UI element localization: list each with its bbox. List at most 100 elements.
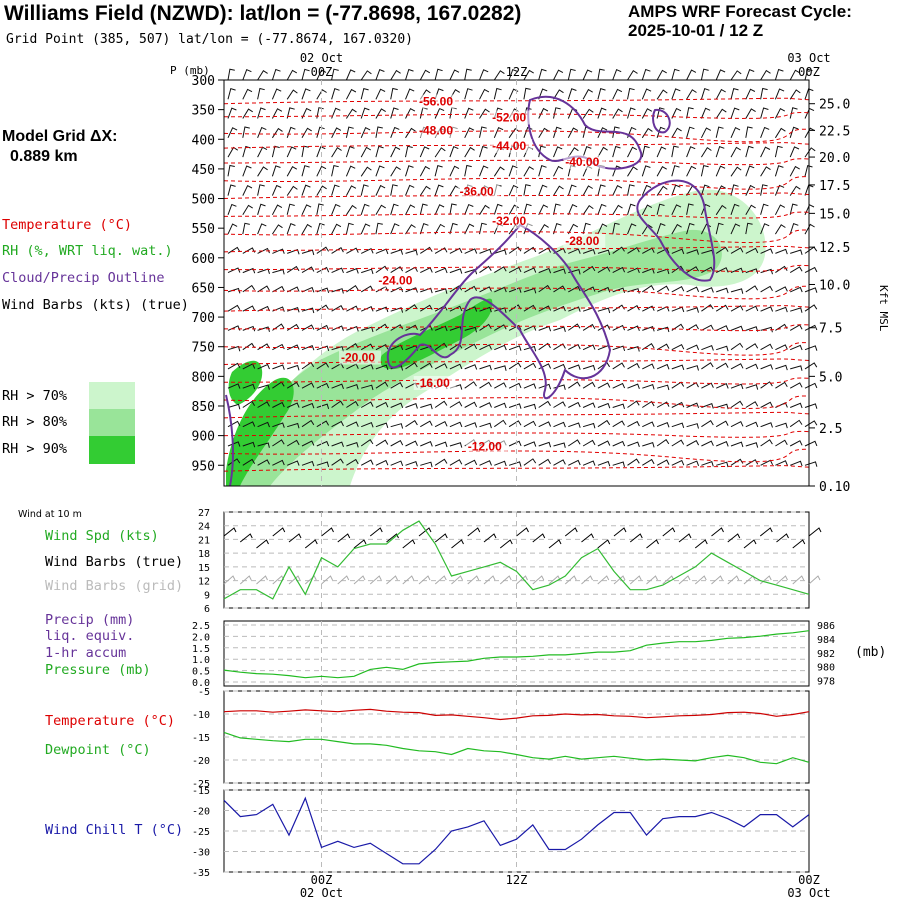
wind-barb (745, 126, 753, 138)
wind-barb (671, 127, 682, 139)
surface-barb (402, 539, 416, 549)
wind-barb (582, 323, 596, 331)
wind-barb (420, 246, 433, 254)
wind-barb (582, 381, 596, 389)
wind-barb (242, 185, 253, 196)
wind-barb (316, 403, 330, 410)
wind-barb (345, 126, 354, 138)
temperature-contour-label: -44.00 (492, 139, 526, 153)
wind-barb (701, 287, 714, 293)
wind-barb (700, 203, 711, 215)
wind-barb (553, 421, 566, 428)
wind-barb (227, 107, 237, 119)
wind-barb (700, 107, 711, 119)
wind-barb (789, 165, 800, 177)
wind-barb (804, 304, 818, 312)
surface-barb-grid (727, 575, 740, 585)
wind-barb (804, 324, 818, 331)
wind-barb (789, 286, 803, 293)
wind-barb (449, 268, 463, 274)
kft-tick-label: 25.0 (819, 98, 850, 113)
wind-barb (479, 364, 492, 371)
wind-barb (419, 165, 431, 177)
wind-barb (508, 127, 520, 139)
wind-barb (760, 381, 773, 389)
wind-barb (390, 166, 401, 177)
wind-barb (597, 146, 608, 158)
wind-barb (301, 286, 315, 293)
wind-barb (375, 126, 383, 138)
wind-barb (597, 127, 608, 139)
surface-barb (678, 533, 692, 543)
wind-barb (331, 305, 344, 312)
wind-barb (745, 442, 759, 448)
wind-barb (449, 203, 457, 215)
wind-barb (390, 344, 404, 351)
wind-barb (286, 203, 295, 215)
wind-barb (331, 88, 340, 100)
surface-barb-grid (402, 575, 415, 585)
wind-barb (671, 107, 682, 119)
surface-barb (499, 539, 513, 549)
wind-barb (715, 362, 729, 370)
wind-barb (553, 305, 566, 312)
wind-barb (479, 108, 490, 119)
wind-barb (360, 248, 374, 254)
wind-barb (390, 460, 404, 466)
wind-barb (286, 69, 298, 81)
surface-barb (694, 539, 708, 549)
wind-barb (405, 145, 413, 158)
wind-barb (730, 325, 744, 332)
wind-barb (612, 324, 626, 331)
surface-barb-grid (532, 575, 545, 585)
pressure-tick-label: 300 (192, 74, 215, 89)
wind-barb (316, 324, 330, 331)
wind-barb (671, 364, 685, 371)
wind-barb (715, 325, 729, 331)
surface-barb-grid (499, 575, 512, 585)
wind-barb (804, 345, 818, 351)
wind-barb (464, 422, 478, 428)
isotherm-line (223, 245, 810, 253)
surface-barb (288, 533, 302, 543)
wind-barb (316, 222, 325, 235)
wind-barb (493, 70, 505, 81)
wind-barb (272, 401, 285, 408)
wind-barb (686, 107, 694, 119)
wind-barb (405, 127, 416, 139)
wind-barb (360, 306, 374, 312)
wind-barb (257, 146, 268, 158)
wind-barb (686, 126, 695, 138)
wind-barb (627, 362, 640, 370)
wind-barb (642, 383, 655, 390)
windchill-line (223, 796, 810, 865)
wind-barb (760, 364, 774, 370)
wind-barb (523, 166, 534, 177)
wind-barb (390, 382, 404, 389)
wind-barb (346, 441, 359, 448)
wind-barb (553, 442, 566, 448)
surface-barb (451, 539, 464, 549)
wind-barb (656, 89, 668, 100)
wind-barb (360, 107, 370, 119)
wind-barb (671, 286, 685, 293)
surface-barb (548, 539, 562, 549)
wind-barb (804, 382, 818, 389)
surface-barb-grid (711, 575, 723, 585)
wind-barb (612, 246, 625, 254)
wind-barb (538, 458, 551, 466)
wind-barb (582, 286, 596, 293)
wind-barb (538, 441, 552, 448)
surface-barb-grid (516, 575, 528, 585)
wind-barb (301, 88, 311, 100)
wind-barb (582, 204, 594, 216)
wind-barb (405, 324, 418, 331)
wind-barb (375, 222, 383, 235)
wind-barb (494, 286, 507, 293)
wind-barb (271, 108, 283, 119)
isotherm-line (223, 264, 810, 272)
wind-barb (774, 108, 786, 119)
wind-barb (656, 438, 670, 447)
wind-barb (612, 69, 622, 81)
